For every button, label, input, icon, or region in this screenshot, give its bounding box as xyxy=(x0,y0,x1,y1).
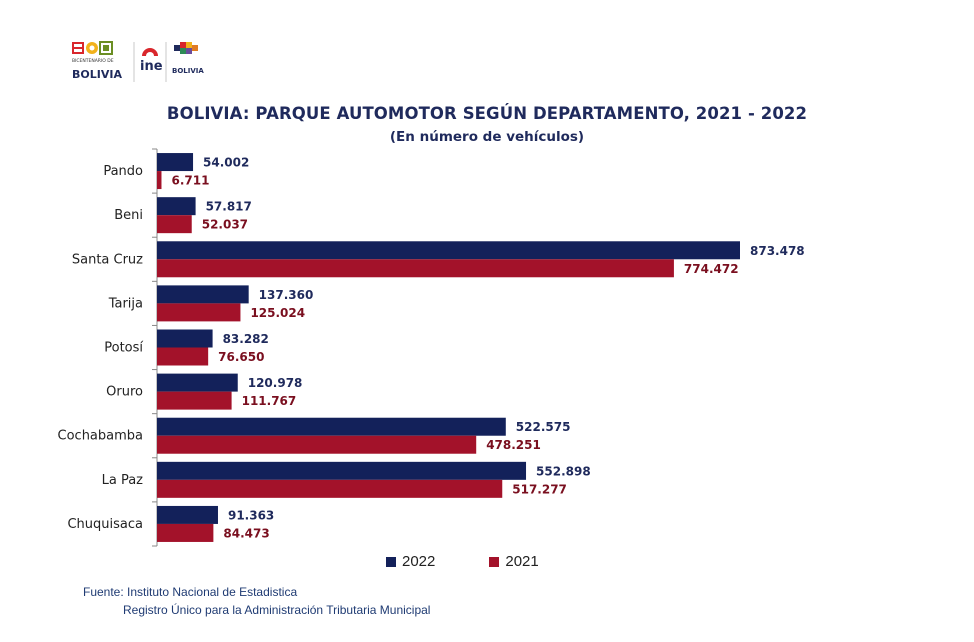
data-label-2022: 552.898 xyxy=(536,464,591,478)
category-label: Chuquisaca xyxy=(67,517,143,532)
data-label-2022: 120.978 xyxy=(248,376,303,390)
data-label-2021: 517.277 xyxy=(512,482,567,496)
data-label-2021: 6.711 xyxy=(171,174,209,188)
legend-item-2022: 2022 xyxy=(386,553,435,570)
estado-text: BOLIVIA xyxy=(172,67,204,75)
data-label-2022: 522.575 xyxy=(516,420,571,434)
bar-2022-pando xyxy=(157,153,194,172)
category-label: Potosí xyxy=(104,341,143,356)
data-label-2021: 111.767 xyxy=(242,394,297,408)
legend: 2022 2021 xyxy=(386,553,539,570)
bar-2021-beni xyxy=(157,215,192,234)
chart-title: BOLIVIA: PARQUE AUTOMOTOR SEGÚN DEPARTAM… xyxy=(166,104,808,123)
bar-2021-santa-cruz xyxy=(157,259,674,278)
data-label-2022: 91.363 xyxy=(228,508,274,522)
data-label-2022: 83.282 xyxy=(223,332,269,346)
data-label-2022: 137.360 xyxy=(259,288,314,302)
bar-2022-potos- xyxy=(157,329,213,348)
bar-2022-santa-cruz xyxy=(157,241,740,260)
chart-subtitle: (En número de vehículos) xyxy=(389,129,585,145)
bar-2021-la-paz xyxy=(157,479,503,498)
category-label: Tarija xyxy=(108,296,143,311)
data-label-2021: 125.024 xyxy=(250,306,305,320)
logos: BICENTENARIO DE BOLIVIA ine BOLIVIA xyxy=(72,41,204,82)
bar-2021-oruro xyxy=(157,391,232,410)
data-label-2021: 774.472 xyxy=(684,262,739,276)
data-label-2021: 76.650 xyxy=(218,350,264,364)
category-label: Oruro xyxy=(106,385,143,400)
bar-2021-cochabamba xyxy=(157,435,477,454)
bar-2022-cochabamba xyxy=(157,417,506,436)
bicentenario-text: BICENTENARIO DE xyxy=(72,58,114,64)
bar-2021-chuquisaca xyxy=(157,523,214,542)
data-label-2021: 84.473 xyxy=(223,526,269,540)
footer-source: Fuente: Instituto Nacional de Estadistic… xyxy=(83,585,298,599)
legend-swatch-2021 xyxy=(489,556,500,567)
bar-chart: Pando 54.002 6.711 Beni 57.817 52.037 Santa Cr… xyxy=(58,148,805,547)
category-label: Pando xyxy=(103,164,143,179)
category-label: Santa Cruz xyxy=(72,252,143,267)
estado-bolivia-logo: BOLIVIA xyxy=(172,42,204,75)
legend-item-2021: 2021 xyxy=(489,553,539,570)
category-label: Beni xyxy=(114,208,143,223)
bicentenario-logo: BICENTENARIO DE BOLIVIA xyxy=(72,41,122,81)
data-label-2022: 873.478 xyxy=(750,244,805,258)
bolivia-text: BOLIVIA xyxy=(72,68,122,81)
category-label: La Paz xyxy=(102,473,144,488)
bar-2022-beni xyxy=(157,197,196,216)
chart-title-block: BOLIVIA: PARQUE AUTOMOTOR SEGÚN DEPARTAM… xyxy=(0,104,974,145)
data-label-2021: 478.251 xyxy=(486,438,541,452)
legend-label-2021: 2021 xyxy=(505,553,539,570)
ine-logo: ine xyxy=(140,48,163,74)
bar-2021-tarija xyxy=(157,303,241,322)
bar-2022-tarija xyxy=(157,285,249,304)
bar-2021-pando xyxy=(157,171,162,190)
bar-2022-la-paz xyxy=(157,461,527,480)
data-label-2021: 52.037 xyxy=(202,218,248,232)
bar-2022-chuquisaca xyxy=(157,505,218,524)
ine-text: ine xyxy=(140,59,163,74)
data-label-2022: 57.817 xyxy=(206,200,252,214)
data-label-2022: 54.002 xyxy=(203,156,249,170)
footer-registry: Registro Único para la Administración Tr… xyxy=(123,603,431,617)
bar-2022-oruro xyxy=(157,373,238,392)
bar-2021-potos- xyxy=(157,347,209,366)
category-label: Cochabamba xyxy=(58,429,143,444)
legend-label-2022: 2022 xyxy=(402,553,436,570)
legend-swatch-2022 xyxy=(386,556,396,567)
